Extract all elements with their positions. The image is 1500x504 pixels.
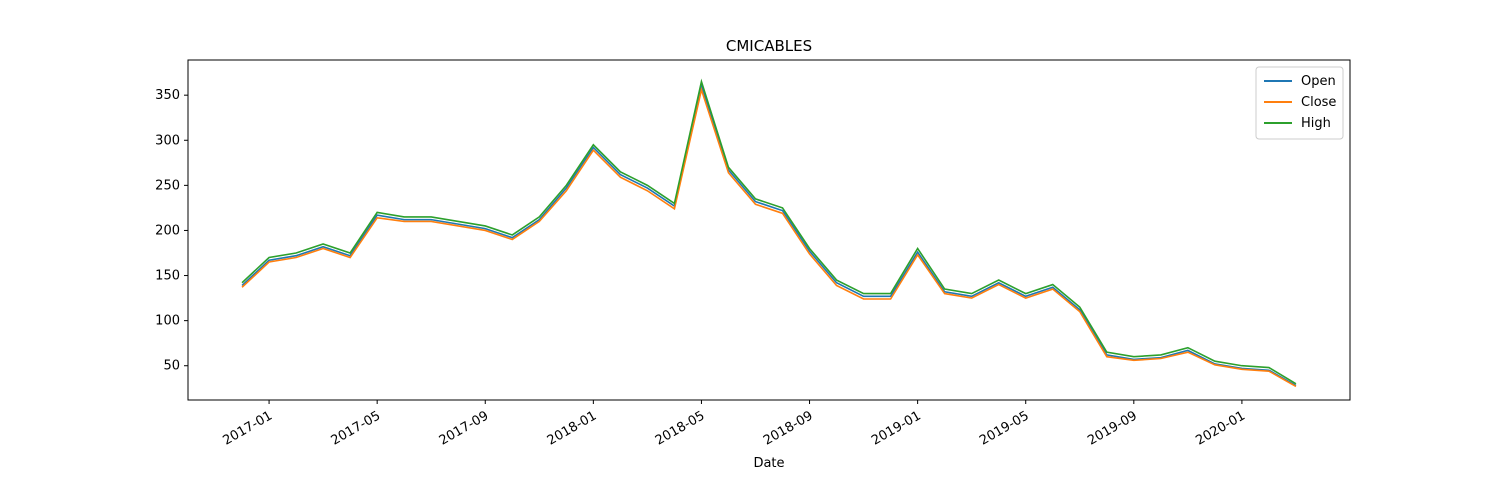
x-tick-label: 2020-01 <box>1193 408 1248 448</box>
x-tick-label: 2017-01 <box>221 408 276 448</box>
x-tick-label: 2017-09 <box>437 408 492 448</box>
series-line <box>241 83 1297 387</box>
plot-frame <box>187 59 1351 401</box>
x-tick-label: 2017-05 <box>329 408 384 448</box>
legend-label: Open <box>1301 74 1336 89</box>
x-tick-label: 2018-05 <box>653 408 708 448</box>
legend-box <box>1255 66 1344 140</box>
x-tick-label: 2019-05 <box>977 408 1032 448</box>
y-tick-label: 100 <box>155 314 180 329</box>
x-tick-label: 2019-09 <box>1085 408 1140 448</box>
y-tick-label: 350 <box>155 88 180 103</box>
y-tick-label: 250 <box>155 178 180 193</box>
x-axis-label: Date <box>753 456 784 471</box>
x-tick-label: 2018-09 <box>761 408 816 448</box>
y-tick-label: 300 <box>155 133 180 148</box>
series-line <box>241 78 1297 385</box>
x-tick-label: 2018-01 <box>545 408 600 448</box>
legend-label: High <box>1301 116 1331 131</box>
chart-title: CMICABLES <box>726 37 812 55</box>
series-line <box>241 86 1297 388</box>
y-tick-label: 200 <box>155 223 180 238</box>
legend-label: Close <box>1301 95 1336 110</box>
x-tick-label: 2019-01 <box>869 408 924 448</box>
y-tick-label: 50 <box>163 359 180 374</box>
legend: Open Close High <box>1255 66 1344 140</box>
y-tick-label: 150 <box>155 269 180 284</box>
